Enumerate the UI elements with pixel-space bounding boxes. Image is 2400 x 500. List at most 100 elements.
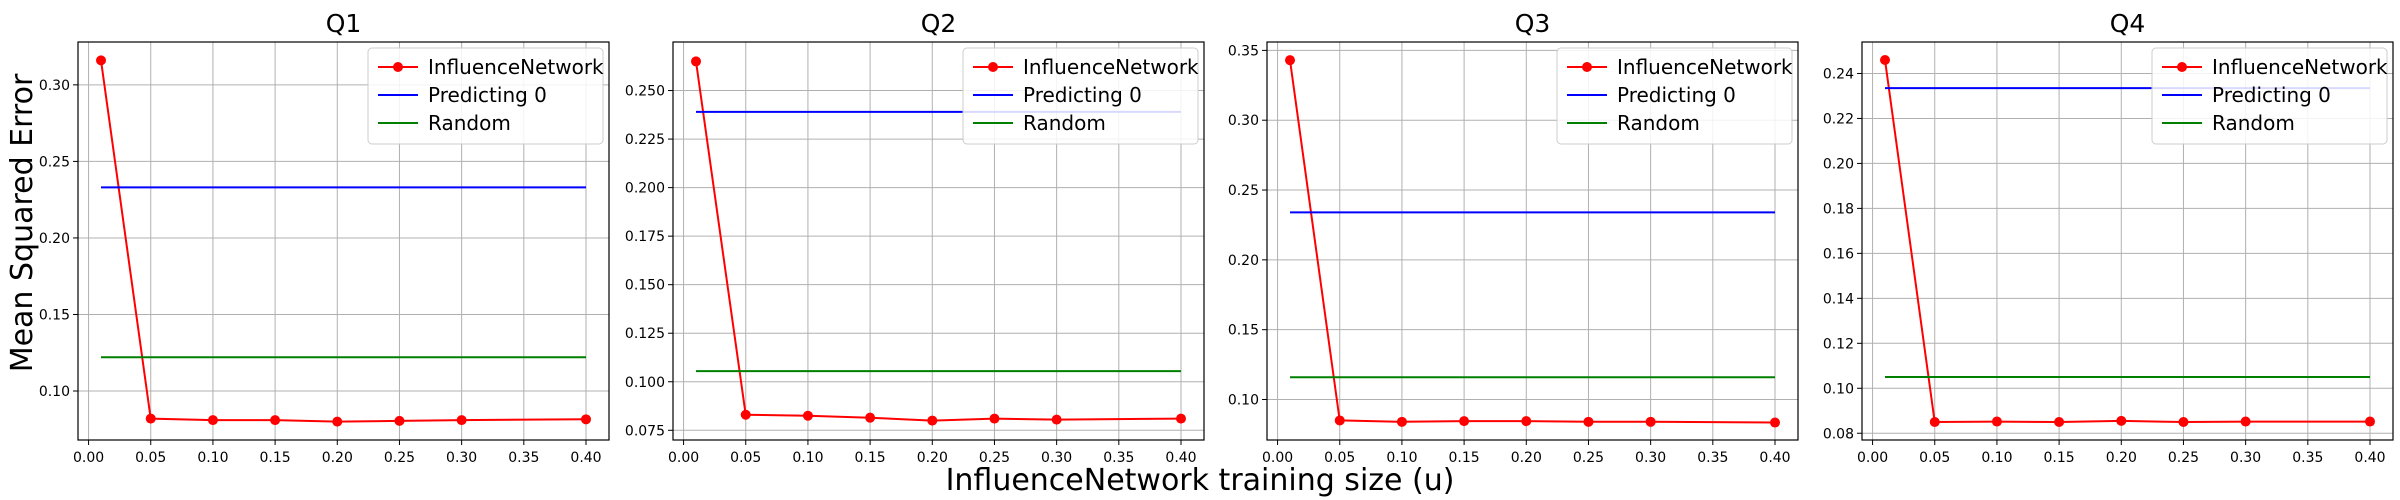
x-tick-label: 0.35	[1103, 450, 1134, 466]
legend-label-predicting-0: Predicting 0	[1617, 83, 1736, 107]
data-point-influencenetwork	[2240, 416, 2251, 427]
x-tick-label: 0.10	[197, 450, 228, 466]
panel-title: Q2	[921, 9, 957, 38]
plot-frame	[1861, 41, 2394, 441]
x-tick-label: 0.25	[2168, 450, 2199, 466]
data-point-influencenetwork	[1769, 417, 1780, 428]
legend-label-predicting-0: Predicting 0	[428, 83, 547, 107]
chart-panels: 0.00 0.05 0.10 0.15 0.20 0.25 0.30 0.35 0.40 0.10…	[39, 9, 2394, 466]
data-point-influencenetwork	[802, 410, 813, 421]
x-tick-label: 0.25	[384, 450, 415, 466]
plot-frame	[672, 41, 1205, 441]
legend-box	[367, 47, 604, 145]
x-tick-label: 0.00	[668, 450, 699, 466]
y-tick-label: 0.16	[1823, 246, 1854, 262]
x-tick-label: 0.30	[446, 450, 477, 466]
y-tick-label: 0.175	[625, 229, 665, 245]
data-point-influencenetwork	[270, 415, 281, 426]
y-tick-label: 0.18	[1823, 201, 1854, 217]
y-tick-label: 0.30	[1228, 113, 1259, 129]
plot-frame	[77, 41, 610, 441]
y-tick-label: 0.10	[39, 384, 70, 400]
data-point-influencenetwork	[1285, 55, 1296, 66]
panel-title: Q4	[2110, 9, 2146, 38]
y-tick-label: 0.225	[625, 132, 665, 148]
panel-title: Q3	[1515, 9, 1551, 38]
series-line-influencenetwork	[695, 61, 1182, 422]
data-point-influencenetwork	[1521, 416, 1532, 427]
series-line-influencenetwork	[1884, 59, 2370, 424]
y-tick-label: 0.125	[625, 326, 665, 342]
y-tick-label: 0.150	[625, 278, 665, 294]
x-tick-label: 0.10	[1386, 450, 1417, 466]
legend-label-random: Random	[2212, 111, 2295, 135]
data-point-influencenetwork	[927, 415, 938, 426]
data-point-influencenetwork	[1396, 416, 1407, 427]
x-tick-label: 0.30	[1041, 450, 1072, 466]
legend-label-influencenetwork: InfluenceNetwork	[1023, 55, 1199, 79]
y-tick-label: 0.25	[1228, 183, 1259, 199]
y-tick-label: 0.250	[625, 84, 665, 100]
chart-panel-q3: 0.00 0.05 0.10 0.15 0.20 0.25 0.30 0.35 0.40 0.10…	[1228, 9, 1799, 466]
data-point-influencenetwork	[456, 415, 467, 426]
legend-label-influencenetwork: InfluenceNetwork	[428, 55, 604, 79]
legend: InfluenceNetwork Predicting 0 Random	[2151, 47, 2388, 145]
x-tick-label: 0.35	[2292, 450, 2323, 466]
data-point-influencenetwork	[2364, 416, 2375, 427]
y-tick-label: 0.100	[625, 375, 665, 391]
data-point-influencenetwork	[2178, 417, 2189, 428]
data-point-influencenetwork	[96, 55, 107, 66]
y-tick-label: 0.20	[39, 231, 70, 247]
x-tick-label: 0.25	[979, 450, 1010, 466]
y-tick-label: 0.22	[1823, 111, 1854, 127]
x-tick-label: 0.40	[1165, 450, 1196, 466]
data-point-influencenetwork	[1880, 54, 1891, 65]
shared-xlabel: InfluenceNetwork training size (u)	[946, 463, 1455, 498]
x-tick-label: 0.05	[135, 450, 166, 466]
x-tick-label: 0.00	[1857, 450, 1888, 466]
x-tick-label: 0.40	[570, 450, 601, 466]
data-point-influencenetwork	[580, 414, 591, 425]
x-tick-label: 0.25	[1573, 450, 1604, 466]
x-tick-label: 0.15	[2044, 450, 2075, 466]
data-point-influencenetwork	[989, 413, 1000, 424]
series-line-influencenetwork	[100, 60, 587, 423]
legend-marker-influencenetwork	[1582, 62, 1592, 72]
data-point-influencenetwork	[865, 412, 876, 423]
x-tick-label: 0.20	[322, 450, 353, 466]
y-tick-label: 0.10	[1228, 393, 1259, 409]
panel-title: Q1	[326, 9, 362, 38]
x-tick-label: 0.05	[730, 450, 761, 466]
data-point-influencenetwork	[1991, 416, 2002, 427]
data-point-influencenetwork	[1645, 416, 1656, 427]
data-point-influencenetwork	[1929, 417, 1940, 428]
legend-label-random: Random	[1617, 111, 1700, 135]
y-tick-label: 0.10	[1823, 381, 1854, 397]
y-tick-label: 0.15	[1228, 323, 1259, 339]
legend-box	[1556, 47, 1793, 145]
series-line-influencenetwork	[1289, 60, 1776, 424]
x-tick-label: 0.35	[508, 450, 539, 466]
data-point-influencenetwork	[691, 56, 702, 67]
x-tick-label: 0.00	[1262, 450, 1293, 466]
x-tick-label: 0.35	[1697, 450, 1728, 466]
data-point-influencenetwork	[1051, 414, 1062, 425]
x-tick-label: 0.15	[260, 450, 291, 466]
legend-label-random: Random	[1023, 111, 1106, 135]
x-tick-label: 0.30	[1635, 450, 1666, 466]
x-tick-label: 0.20	[1511, 450, 1542, 466]
shared-ylabel: Mean Squared Error	[5, 73, 40, 372]
y-tick-label: 0.30	[39, 78, 70, 94]
plot-frame	[1266, 41, 1799, 441]
legend-marker-influencenetwork	[988, 62, 998, 72]
data-point-influencenetwork	[1459, 416, 1470, 427]
y-tick-label: 0.14	[1823, 291, 1854, 307]
legend-marker-influencenetwork	[2177, 62, 2187, 72]
legend-marker-influencenetwork	[393, 62, 403, 72]
x-tick-label: 0.15	[855, 450, 886, 466]
y-tick-label: 0.20	[1823, 156, 1854, 172]
x-tick-label: 0.15	[1449, 450, 1480, 466]
legend-label-predicting-0: Predicting 0	[2212, 83, 2331, 107]
legend: InfluenceNetwork Predicting 0 Random	[962, 47, 1199, 145]
